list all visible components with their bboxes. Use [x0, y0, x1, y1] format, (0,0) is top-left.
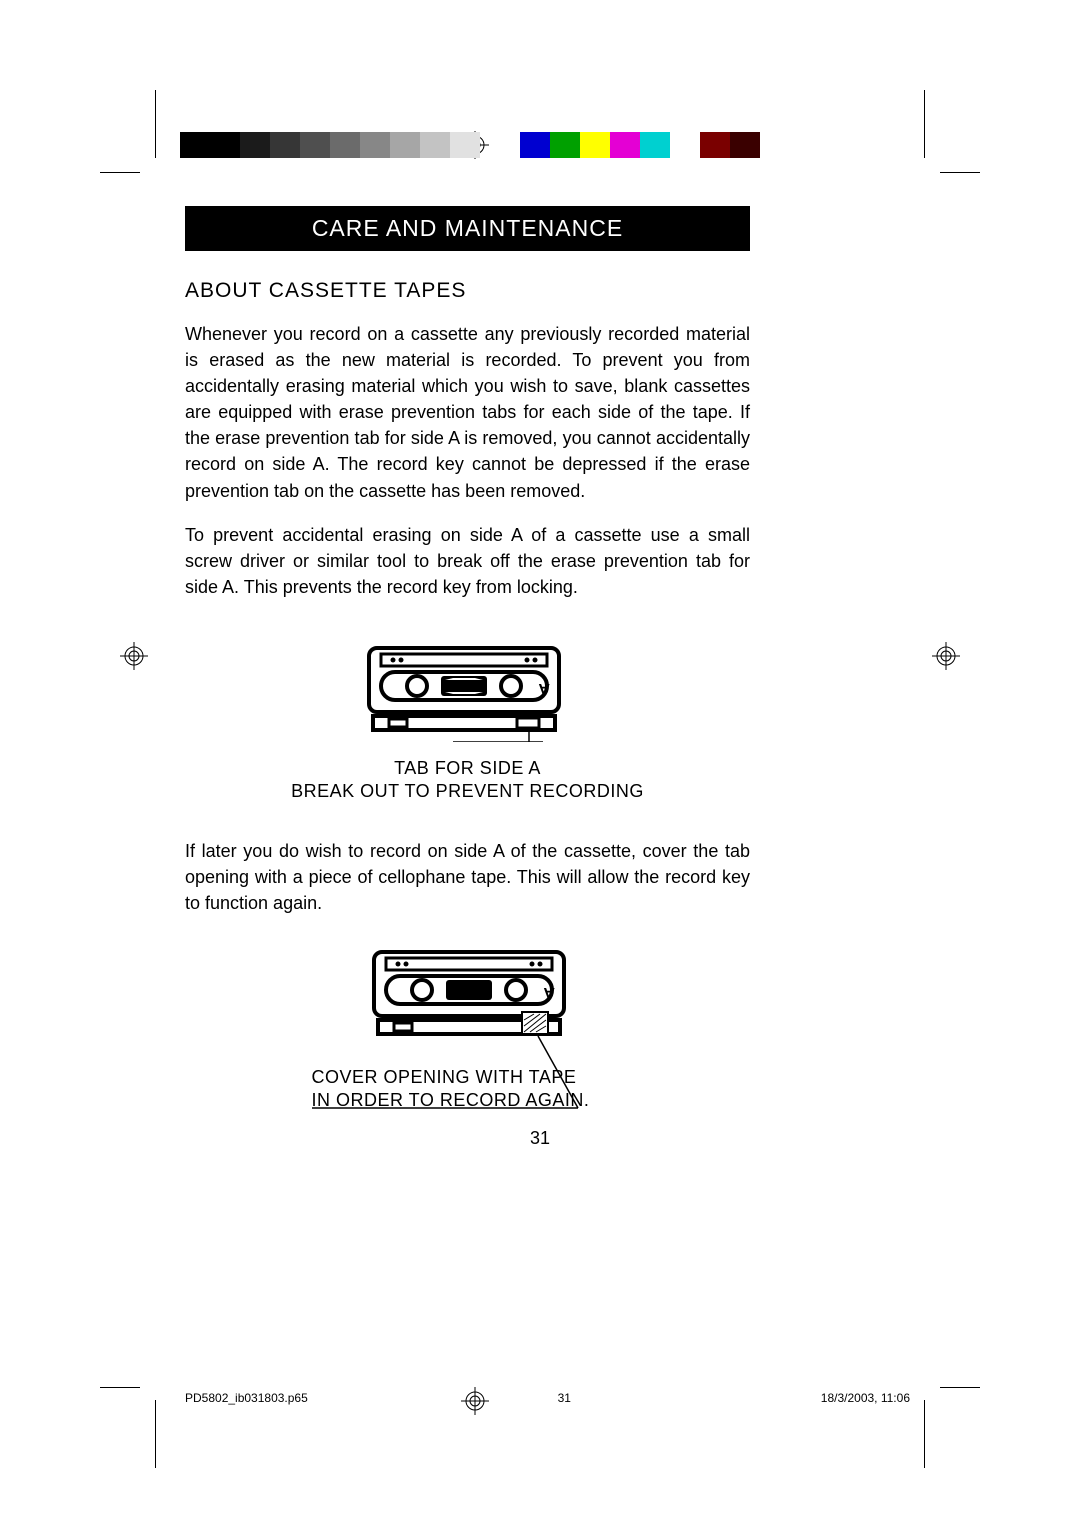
body-paragraph: To prevent accidental erasing on side A …: [185, 522, 750, 600]
crop-mark: [940, 172, 980, 173]
registration-mark-icon: [932, 642, 960, 670]
caption-line: TAB FOR SIDE A: [185, 757, 750, 780]
figure-caption: COVER OPENING WITH TAPE IN ORDER TO RECO…: [312, 1066, 590, 1113]
page-root: CARE AND MAINTENANCE ABOUT CASSETTE TAPE…: [0, 0, 1080, 1528]
crop-mark: [155, 90, 156, 158]
body-paragraph: If later you do wish to record on side A…: [185, 838, 750, 916]
footer-filename: PD5802_ib031803.p65: [185, 1391, 308, 1405]
registration-mark-icon: [120, 642, 148, 670]
crop-mark: [924, 1400, 925, 1468]
document-content: CARE AND MAINTENANCE ABOUT CASSETTE TAPE…: [185, 206, 750, 1133]
body-paragraph: Whenever you record on a cassette any pr…: [185, 321, 750, 504]
svg-text:A: A: [543, 984, 555, 1001]
color-calibration-bar: [520, 132, 760, 158]
crop-mark: [924, 90, 925, 158]
page-number: 31: [0, 1128, 1080, 1149]
svg-text:A: A: [538, 680, 550, 697]
footer-pagenum: 31: [558, 1391, 571, 1405]
cassette-figure-1: A TAB FOR SIDE A BREAK OUT TO PREVENT RE…: [185, 644, 750, 804]
caption-line: IN ORDER TO RECORD AGAIN.: [312, 1089, 590, 1112]
figure-caption: TAB FOR SIDE A BREAK OUT TO PREVENT RECO…: [185, 757, 750, 804]
grayscale-calibration-bar: [180, 132, 480, 158]
print-footer: PD5802_ib031803.p65 31 18/3/2003, 11:06: [185, 1391, 910, 1405]
section-heading: ABOUT CASSETTE TAPES: [185, 279, 750, 303]
crop-mark: [100, 1387, 140, 1388]
page-title: CARE AND MAINTENANCE: [185, 206, 750, 251]
crop-mark: [155, 1400, 156, 1468]
cassette-icon: A: [363, 644, 573, 742]
caption-line: COVER OPENING WITH TAPE: [312, 1066, 590, 1089]
crop-mark: [940, 1387, 980, 1388]
crop-mark: [100, 172, 140, 173]
cassette-figure-2: A: [185, 948, 750, 1133]
footer-timestamp: 18/3/2003, 11:06: [821, 1391, 910, 1405]
caption-line: BREAK OUT TO PREVENT RECORDING: [185, 780, 750, 803]
